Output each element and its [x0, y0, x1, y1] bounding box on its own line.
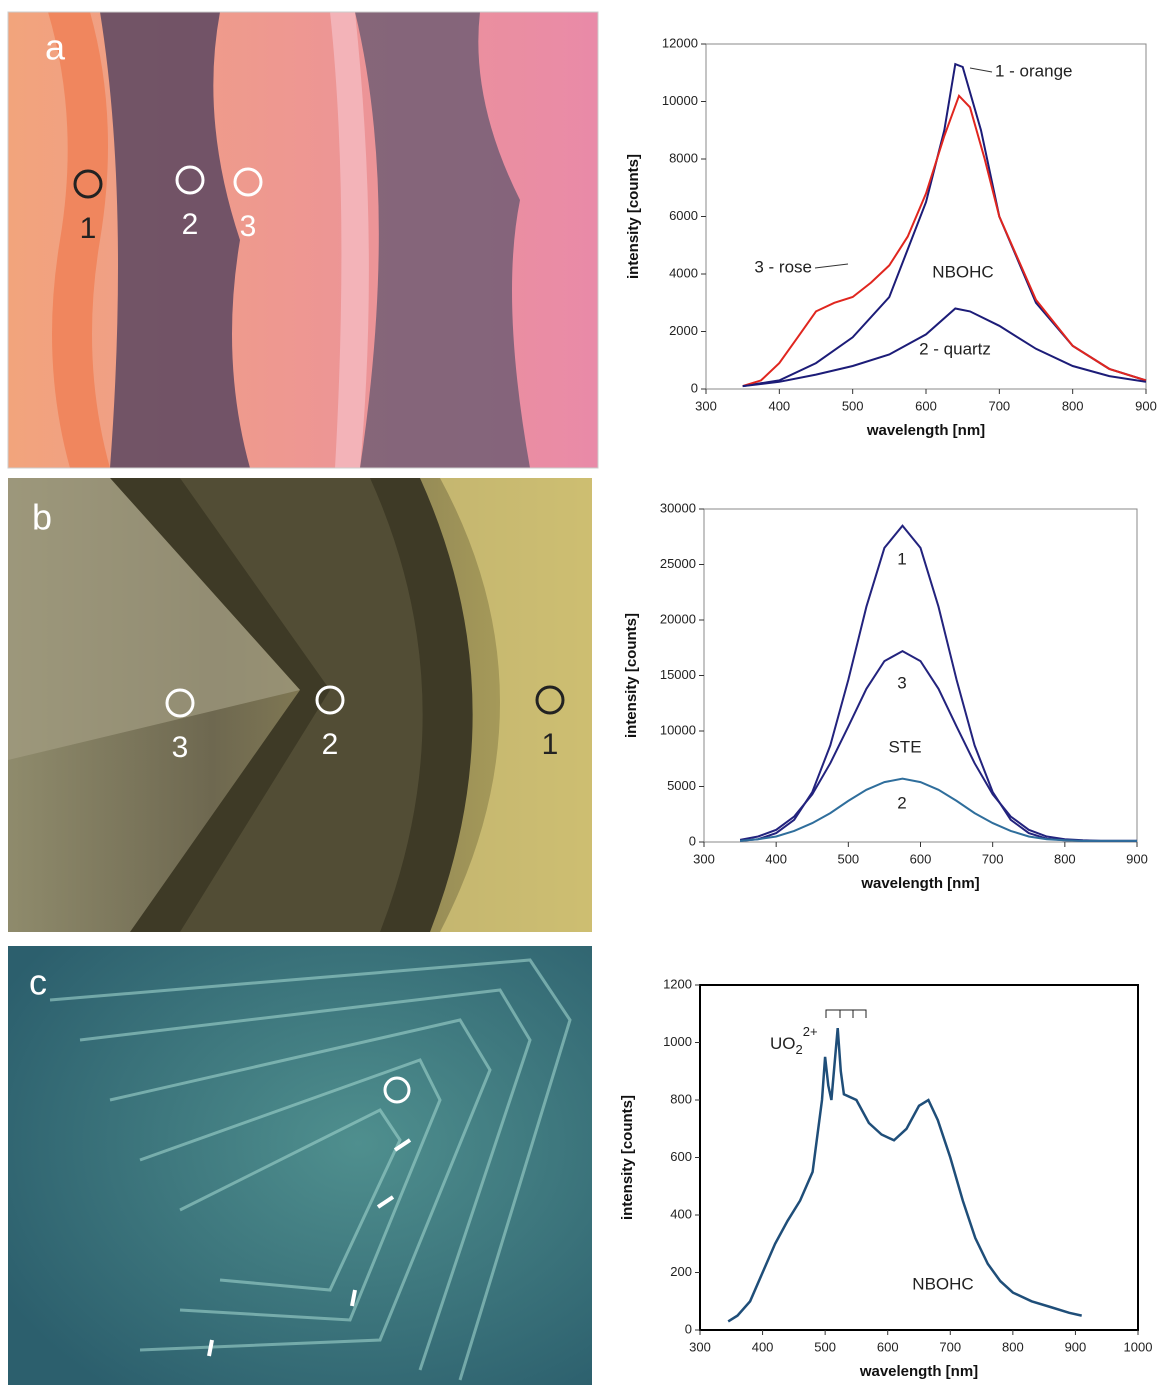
annotation: NBOHC — [912, 1274, 973, 1293]
x-tick-label: 600 — [915, 398, 937, 413]
spot-label: 1 — [542, 728, 559, 761]
series-line — [742, 62, 1147, 388]
spot-marker — [315, 685, 345, 715]
x-axis-title: wavelength [nm] — [859, 1363, 978, 1380]
x-tick-label: 600 — [910, 851, 932, 866]
series-line — [727, 1027, 1082, 1323]
x-axis-title: wavelength [nm] — [860, 875, 979, 892]
panel-label: b — [32, 497, 52, 538]
x-tick-label: 800 — [1054, 851, 1076, 866]
plot-frame — [703, 508, 1138, 843]
x-tick-label: 300 — [695, 398, 717, 413]
y-tick-label: 20000 — [660, 611, 696, 626]
x-tick-label: 800 — [1062, 398, 1084, 413]
x-tick-label: 900 — [1135, 398, 1157, 413]
spot-label: 2 — [182, 208, 199, 241]
ion-bracket — [825, 1009, 867, 1018]
x-tick-label: 500 — [814, 1339, 836, 1354]
label-leader — [969, 67, 993, 73]
photo-a — [7, 11, 599, 469]
series-line — [742, 93, 1147, 388]
x-tick-label: 400 — [768, 398, 790, 413]
y-tick-label: 8000 — [669, 150, 698, 165]
spot-label: 2 — [322, 728, 339, 761]
x-tick-label: 800 — [1002, 1339, 1024, 1354]
x-tick-label: 300 — [689, 1339, 711, 1354]
y-tick-label: 12000 — [662, 35, 698, 50]
annotation: STE — [888, 737, 921, 756]
panel-label: c — [29, 962, 47, 1003]
series-line — [740, 524, 1137, 842]
x-tick-label: 700 — [939, 1339, 961, 1354]
series-label: 3 — [897, 673, 906, 692]
y-tick-label: 25000 — [660, 556, 696, 571]
x-axis-title: wavelength [nm] — [866, 422, 985, 439]
x-tick-label: 900 — [1065, 1339, 1087, 1354]
y-tick-label: 800 — [670, 1091, 692, 1106]
series-line — [740, 777, 1137, 842]
spot-marker — [535, 685, 565, 715]
y-tick-label: 200 — [670, 1264, 692, 1279]
ion-part: 2+ — [803, 1024, 818, 1039]
y-tick-label: 0 — [691, 380, 698, 395]
y-tick-label: 30000 — [660, 500, 696, 515]
x-tick-label: 300 — [693, 851, 715, 866]
ion-part: UO — [770, 1034, 796, 1053]
photo-b — [8, 478, 592, 932]
y-axis-title: intensity [counts] — [623, 613, 640, 738]
y-tick-label: 5000 — [667, 778, 696, 793]
y-tick-label: 15000 — [660, 667, 696, 682]
series-label: 1 — [897, 549, 906, 568]
x-tick-label: 400 — [752, 1339, 774, 1354]
spot-label: 3 — [172, 731, 189, 764]
x-tick-label: 500 — [837, 851, 859, 866]
y-tick-label: 6000 — [669, 208, 698, 223]
series-label: 2 — [897, 793, 906, 812]
spot-marker — [175, 165, 205, 195]
x-tick-label: 900 — [1126, 851, 1148, 866]
spot-marker — [165, 688, 195, 718]
series-line — [742, 307, 1147, 388]
spot-marker — [233, 167, 263, 197]
photo-c — [8, 946, 592, 1385]
spot-label: 1 — [80, 212, 97, 245]
y-tick-label: 0 — [689, 833, 696, 848]
label-leader — [814, 263, 849, 269]
x-tick-label: 700 — [988, 398, 1010, 413]
y-tick-label: 10000 — [660, 722, 696, 737]
x-tick-label: 700 — [982, 851, 1004, 866]
x-tick-label: 1000 — [1124, 1339, 1153, 1354]
x-tick-label: 500 — [842, 398, 864, 413]
y-tick-label: 2000 — [669, 323, 698, 338]
x-tick-label: 400 — [765, 851, 787, 866]
y-tick-label: 10000 — [662, 93, 698, 108]
y-tick-label: 4000 — [669, 265, 698, 280]
y-tick-label: 1000 — [663, 1034, 692, 1049]
y-axis-title: intensity [counts] — [619, 1095, 636, 1220]
ion-label: UO22+ — [770, 1024, 818, 1057]
ion-part: 2 — [796, 1042, 803, 1057]
y-axis-title: intensity [counts] — [625, 154, 642, 279]
y-tick-label: 600 — [670, 1149, 692, 1164]
series-label: 2 - quartz — [919, 339, 991, 358]
panel-label: a — [45, 27, 66, 68]
spot-marker — [73, 169, 103, 199]
x-tick-label: 600 — [877, 1339, 899, 1354]
plot-frame — [705, 43, 1147, 390]
series-label: 1 - orange — [995, 61, 1073, 80]
y-tick-label: 400 — [670, 1206, 692, 1221]
y-tick-label: 0 — [685, 1321, 692, 1336]
y-tick-label: 1200 — [663, 976, 692, 991]
annotation: NBOHC — [932, 262, 993, 281]
series-label: 3 - rose — [754, 257, 812, 276]
spot-label: 3 — [240, 210, 257, 243]
